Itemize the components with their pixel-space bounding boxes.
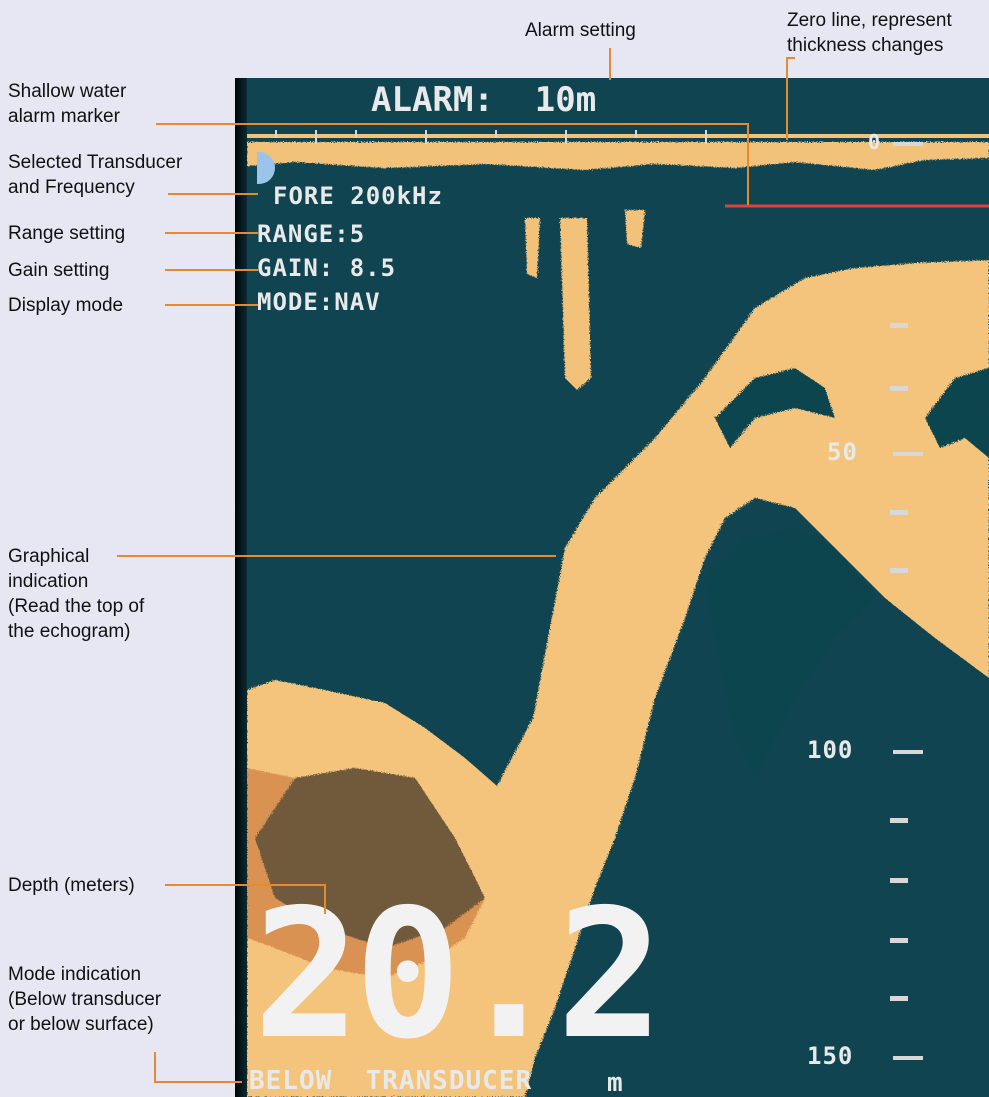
echo-sounder-screen: 0 50 100 150 ALARM: 10m FORE 200kHz RANG… — [235, 78, 989, 1097]
leader-mode-indication — [154, 1052, 242, 1083]
transducer-frequency-readout: FORE 200kHz — [273, 182, 443, 210]
scale-label-top: 0 — [868, 130, 882, 154]
range-setting-label: Range setting — [8, 223, 126, 244]
scale-tick — [425, 130, 427, 144]
echo-column-small — [525, 218, 540, 278]
range-readout: RANGE:5 — [257, 220, 366, 248]
depth-readout: 20.2 — [253, 871, 664, 1078]
scale-label-100: 100 — [807, 736, 854, 764]
scale-dash — [893, 750, 923, 754]
mode-indication-readout: BELOW TRANSDUCER — [249, 1066, 533, 1096]
scale-tick — [635, 130, 637, 138]
echo-column — [560, 218, 591, 390]
scale-tick — [565, 130, 567, 144]
shallow-alarm-label: Shallow water alarm marker — [8, 81, 127, 127]
gain-readout: GAIN: 8.5 — [257, 254, 397, 282]
scale-label-150: 150 — [807, 1042, 854, 1070]
scale-dash — [890, 938, 908, 943]
mode-indication-label: Mode indication (Below transducer or bel… — [8, 964, 162, 1035]
scale-dash — [890, 878, 908, 883]
graphical-indication-label: Graphical indication (Read the top of th… — [8, 546, 145, 642]
screen-bezel — [235, 78, 247, 1097]
depth-meters-label: Depth (meters) — [8, 875, 135, 896]
scale-tick — [315, 130, 317, 144]
scale-dash — [893, 452, 923, 456]
scale-tick — [355, 130, 357, 138]
scale-dash — [890, 568, 908, 573]
echo-gap-1 — [715, 368, 835, 448]
display-mode-label: Display mode — [8, 295, 124, 316]
transducer-frequency-label: Selected Transducer and Frequency — [8, 152, 183, 198]
scale-tick — [495, 130, 497, 138]
scale-dash — [890, 818, 908, 823]
alarm-setting-readout: ALARM: 10m — [371, 80, 597, 120]
echo-gap-2 — [925, 368, 989, 458]
scale-dash — [890, 510, 908, 515]
gain-setting-label: Gain setting — [8, 260, 110, 281]
echo-fringe — [247, 768, 485, 978]
scale-tick — [705, 130, 707, 144]
echo-speck — [625, 210, 645, 248]
scale-dash — [890, 323, 908, 328]
scale-dash — [890, 996, 908, 1001]
scale-dash — [893, 1056, 923, 1060]
scale-dash — [893, 142, 923, 146]
scale-label-50: 50 — [827, 438, 858, 466]
depth-unit: m — [607, 1068, 624, 1097]
scale-dash — [890, 386, 908, 391]
echo-gap-3 — [705, 528, 875, 778]
scale-tick — [275, 130, 277, 138]
mode-readout: MODE:NAV — [257, 288, 381, 316]
zero-line-label: Zero line, represent thickness changes — [787, 10, 952, 56]
alarm-setting-label: Alarm setting — [525, 20, 636, 41]
